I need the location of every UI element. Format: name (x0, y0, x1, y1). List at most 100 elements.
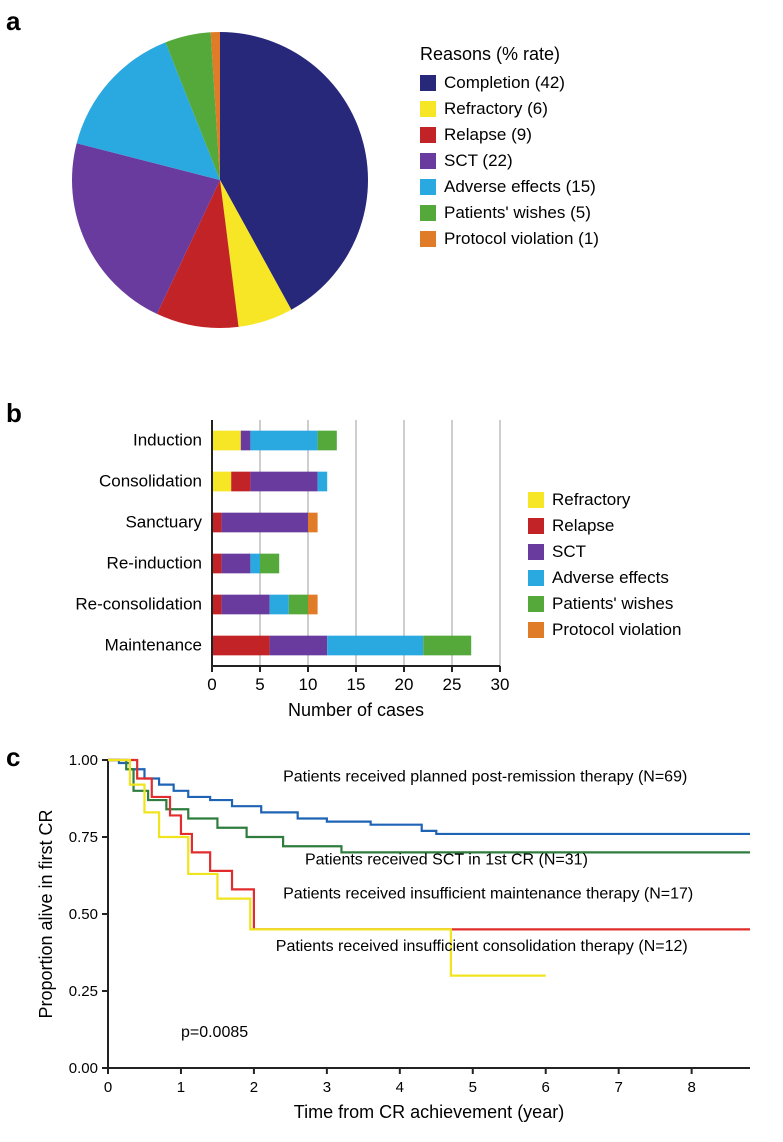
legend-label: Relapse (9) (444, 125, 532, 145)
bar-x-tick: 20 (395, 675, 414, 694)
km-y-tick: 0.50 (69, 906, 98, 923)
bar-seg-consolidation-refractory (212, 472, 231, 492)
panel-c-label: c (6, 742, 20, 773)
bar-seg-maintenance-wishes (423, 636, 471, 656)
bar-seg-induction-wishes (318, 431, 337, 451)
bar-seg-consolidation-sct (250, 472, 317, 492)
bar-x-tick: 15 (347, 675, 366, 694)
bar-cat-label: Maintenance (105, 636, 202, 655)
bar-seg-re-consolidation-sct (222, 595, 270, 615)
km-x-tick: 2 (250, 1079, 258, 1096)
legend-swatch (528, 544, 544, 560)
bar-legend-item-refractory: Refractory (528, 490, 681, 510)
legend-label: Patients' wishes (5) (444, 203, 591, 223)
bar-x-tick: 10 (299, 675, 318, 694)
legend-item-completion: Completion (42) (420, 73, 599, 93)
bar-seg-induction-adverse (250, 431, 317, 451)
bar-cat-label: Re-induction (107, 554, 202, 573)
legend-label: Protocol violation (1) (444, 229, 599, 249)
bar-seg-induction-refractory (212, 431, 241, 451)
legend-swatch (420, 179, 436, 195)
legend-label: SCT (552, 542, 586, 562)
bar-seg-maintenance-relapse (212, 636, 270, 656)
bar-seg-sanctuary-sct (222, 513, 308, 533)
bar-seg-consolidation-adverse (318, 472, 328, 492)
bar-seg-induction-sct (241, 431, 251, 451)
legend-item-adverse: Adverse effects (15) (420, 177, 599, 197)
km-y-tick: 1.00 (69, 752, 98, 769)
bar-x-tick: 25 (443, 675, 462, 694)
legend-label: Refractory (6) (444, 99, 548, 119)
km-annot: Patients received planned post-remission… (283, 769, 687, 786)
bar-legend-item-relapse: Relapse (528, 516, 681, 536)
panel-a-legend: Reasons (% rate) Completion (42) Refracto… (420, 44, 599, 255)
km-x-label: Time from CR achievement (year) (294, 1102, 564, 1122)
km-x-tick: 1 (177, 1079, 185, 1096)
bar-cat-label: Induction (133, 431, 202, 450)
bar-seg-re-consolidation-relapse (212, 595, 222, 615)
km-y-tick: 0.00 (69, 1060, 98, 1077)
bar-legend-item-wishes: Patients' wishes (528, 594, 681, 614)
legend-item-wishes: Patients' wishes (5) (420, 203, 599, 223)
bar-seg-re-induction-wishes (260, 554, 279, 574)
legend-swatch (420, 153, 436, 169)
panel-b-chart: Induction Consolidation Sanctuary Re-induct… (40, 408, 510, 728)
bar-x-tick: 0 (207, 675, 216, 694)
km-y-tick: 0.75 (69, 829, 98, 846)
legend-swatch (420, 127, 436, 143)
km-x-tick: 4 (396, 1079, 404, 1096)
bar-seg-consolidation-relapse (231, 472, 250, 492)
panel-a-legend-title: Reasons (% rate) (420, 44, 599, 65)
legend-item-refractory: Refractory (6) (420, 99, 599, 119)
bar-legend-item-adverse: Adverse effects (528, 568, 681, 588)
bar-x-label: Number of cases (288, 700, 424, 720)
bar-seg-re-consolidation-adverse (270, 595, 289, 615)
bar-cat-label: Consolidation (99, 472, 202, 491)
legend-swatch (420, 101, 436, 117)
legend-swatch (420, 231, 436, 247)
bar-seg-sanctuary-relapse (212, 513, 222, 533)
legend-item-protocol: Protocol violation (1) (420, 229, 599, 249)
km-x-tick: 3 (323, 1079, 331, 1096)
bar-seg-sanctuary-protocol (308, 513, 318, 533)
legend-item-sct: SCT (22) (420, 151, 599, 171)
km-p-value: p=0.0085 (181, 1024, 248, 1041)
km-y-label: Proportion alive in first CR (36, 809, 56, 1018)
bar-seg-re-consolidation-protocol (308, 595, 318, 615)
km-x-tick: 0 (104, 1079, 112, 1096)
legend-label: Patients' wishes (552, 594, 673, 614)
bar-legend-item-sct: SCT (528, 542, 681, 562)
km-y-tick: 0.25 (69, 983, 98, 1000)
bar-x-tick: 30 (491, 675, 510, 694)
km-x-tick: 5 (469, 1079, 477, 1096)
legend-swatch (528, 492, 544, 508)
legend-swatch (528, 570, 544, 586)
km-annot: Patients received SCT in 1st CR (N=31) (305, 852, 588, 869)
legend-label: Completion (42) (444, 73, 565, 93)
bar-legend-item-protocol: Protocol violation (528, 620, 681, 640)
bar-seg-maintenance-sct (270, 636, 328, 656)
legend-swatch (420, 75, 436, 91)
panel-a-pie (60, 20, 380, 340)
panel-c-chart: 0.000.250.500.751.00012345678Proportion … (30, 748, 770, 1138)
legend-label: Adverse effects (15) (444, 177, 596, 197)
legend-swatch (528, 596, 544, 612)
bar-seg-re-induction-relapse (212, 554, 222, 574)
legend-label: Refractory (552, 490, 630, 510)
legend-swatch (528, 518, 544, 534)
bar-cat-label: Sanctuary (125, 513, 202, 532)
bar-x-tick: 5 (255, 675, 264, 694)
legend-swatch (420, 205, 436, 221)
km-annot: Patients received insufficient maintenan… (283, 886, 693, 903)
bar-seg-re-consolidation-wishes (289, 595, 308, 615)
panel-b-label: b (6, 398, 22, 429)
legend-label: Relapse (552, 516, 614, 536)
km-annot: Patients received insufficient consolida… (276, 938, 688, 955)
km-x-tick: 7 (615, 1079, 623, 1096)
legend-label: Adverse effects (552, 568, 669, 588)
bar-seg-re-induction-adverse (250, 554, 260, 574)
legend-label: SCT (22) (444, 151, 513, 171)
bar-seg-maintenance-adverse (327, 636, 423, 656)
figure-page: a Reasons (% rate) Completion (42)Refrac… (0, 0, 783, 1142)
km-x-tick: 6 (542, 1079, 550, 1096)
